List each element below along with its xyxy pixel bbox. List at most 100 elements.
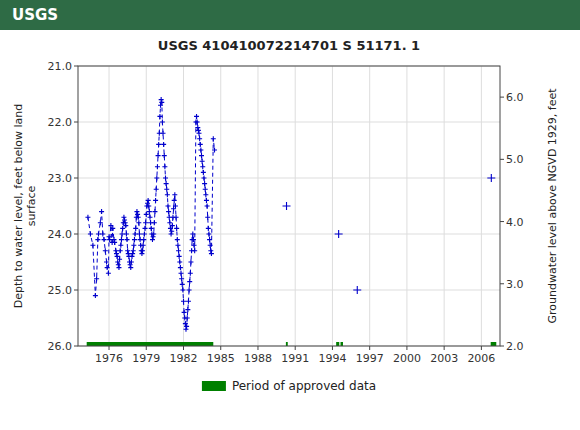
data-point bbox=[206, 232, 211, 237]
data-point bbox=[125, 248, 130, 253]
data-point bbox=[128, 265, 133, 270]
x-tick-label: 1997 bbox=[356, 352, 384, 365]
y2-tick-label: 4.0 bbox=[506, 216, 524, 229]
data-point bbox=[100, 232, 105, 237]
y-axis-label: Depth to water level, feet below landsur… bbox=[12, 104, 38, 309]
legend-item: Period of approved data bbox=[202, 379, 376, 393]
data-point bbox=[163, 176, 168, 181]
data-point bbox=[487, 174, 495, 182]
x-tick-label: 1976 bbox=[95, 352, 123, 365]
data-point bbox=[141, 237, 146, 242]
data-point bbox=[184, 324, 189, 329]
data-point bbox=[146, 204, 151, 209]
data-point bbox=[209, 251, 214, 256]
data-point bbox=[120, 232, 125, 237]
data-point bbox=[96, 232, 101, 237]
data-point bbox=[174, 215, 179, 220]
x-tick-label: 1979 bbox=[132, 352, 160, 365]
data-point bbox=[93, 293, 98, 298]
x-tick-label: 2006 bbox=[467, 352, 495, 365]
data-point bbox=[175, 237, 180, 242]
data-point bbox=[115, 254, 120, 259]
data-point bbox=[204, 198, 209, 203]
data-point bbox=[147, 209, 152, 214]
grid-line-x bbox=[295, 66, 296, 346]
data-point bbox=[187, 288, 192, 293]
header-bar bbox=[0, 0, 580, 30]
data-point bbox=[167, 220, 172, 225]
data-point bbox=[161, 131, 166, 136]
data-point bbox=[195, 125, 200, 130]
y-axis: 21.022.023.024.025.026.0Depth to water l… bbox=[12, 60, 78, 353]
data-point bbox=[172, 198, 177, 203]
y-tick bbox=[74, 178, 78, 179]
data-point bbox=[188, 260, 193, 265]
y2-axis-label: Groundwater level above NGVD 1929, feet bbox=[546, 88, 559, 324]
y-tick-label: 25.0 bbox=[48, 284, 73, 297]
data-point bbox=[169, 229, 174, 234]
data-point bbox=[152, 209, 157, 214]
data-point bbox=[114, 251, 119, 256]
data-point bbox=[154, 187, 159, 192]
data-point bbox=[88, 232, 93, 237]
data-point bbox=[126, 251, 131, 256]
data-point bbox=[192, 243, 197, 248]
data-point bbox=[191, 237, 196, 242]
data-point bbox=[142, 232, 147, 237]
data-point bbox=[179, 271, 184, 276]
grid-line-y bbox=[78, 178, 500, 179]
data-point bbox=[353, 286, 361, 294]
x-tick bbox=[220, 346, 221, 350]
data-point bbox=[154, 176, 159, 181]
grid-line-x bbox=[257, 66, 258, 346]
data-point bbox=[206, 226, 211, 231]
approved-period-bar bbox=[286, 342, 288, 346]
plot-area bbox=[85, 97, 496, 346]
data-point bbox=[136, 220, 141, 225]
y-tick bbox=[74, 122, 78, 123]
data-point bbox=[177, 260, 182, 265]
data-point bbox=[111, 237, 116, 242]
y2-axis: 2.03.04.05.06.0Groundwater level above N… bbox=[500, 88, 559, 353]
data-point bbox=[200, 159, 205, 164]
data-point bbox=[119, 237, 124, 242]
data-point bbox=[118, 248, 123, 253]
x-tick bbox=[257, 346, 258, 350]
data-point bbox=[133, 232, 138, 237]
x-tick bbox=[481, 346, 482, 350]
data-point bbox=[112, 240, 117, 245]
data-point bbox=[205, 204, 210, 209]
data-point bbox=[120, 226, 125, 231]
data-point bbox=[159, 97, 164, 102]
data-point bbox=[182, 310, 187, 315]
x-tick bbox=[444, 346, 445, 350]
title: USGS 410410072214701 S 51171. 1 bbox=[158, 38, 420, 53]
x-tick bbox=[406, 346, 407, 350]
data-point bbox=[95, 237, 100, 242]
y-tick-label: 23.0 bbox=[48, 172, 73, 185]
data-point bbox=[175, 243, 180, 248]
x-axis: 1976197919821985198819911994199720002003… bbox=[95, 346, 495, 365]
data-point bbox=[173, 204, 178, 209]
data-point bbox=[135, 212, 140, 217]
legend-swatch bbox=[202, 381, 226, 391]
data-point bbox=[149, 226, 154, 231]
data-point bbox=[85, 215, 90, 220]
data-point bbox=[208, 243, 213, 248]
data-point bbox=[177, 254, 182, 259]
annotation: USGS bbox=[12, 6, 58, 24]
data-point bbox=[335, 230, 343, 238]
data-point bbox=[207, 237, 212, 242]
data-point bbox=[170, 223, 175, 228]
data-point bbox=[195, 120, 200, 125]
series bbox=[335, 230, 343, 238]
x-tick-label: 1988 bbox=[244, 352, 272, 365]
data-point bbox=[137, 232, 142, 237]
x-tick-label: 2003 bbox=[430, 352, 458, 365]
data-point bbox=[180, 288, 185, 293]
y-tick-label: 26.0 bbox=[48, 340, 73, 353]
x-tick bbox=[369, 346, 370, 350]
data-point bbox=[104, 260, 109, 265]
grid-line-x bbox=[332, 66, 333, 346]
data-point bbox=[144, 212, 149, 217]
